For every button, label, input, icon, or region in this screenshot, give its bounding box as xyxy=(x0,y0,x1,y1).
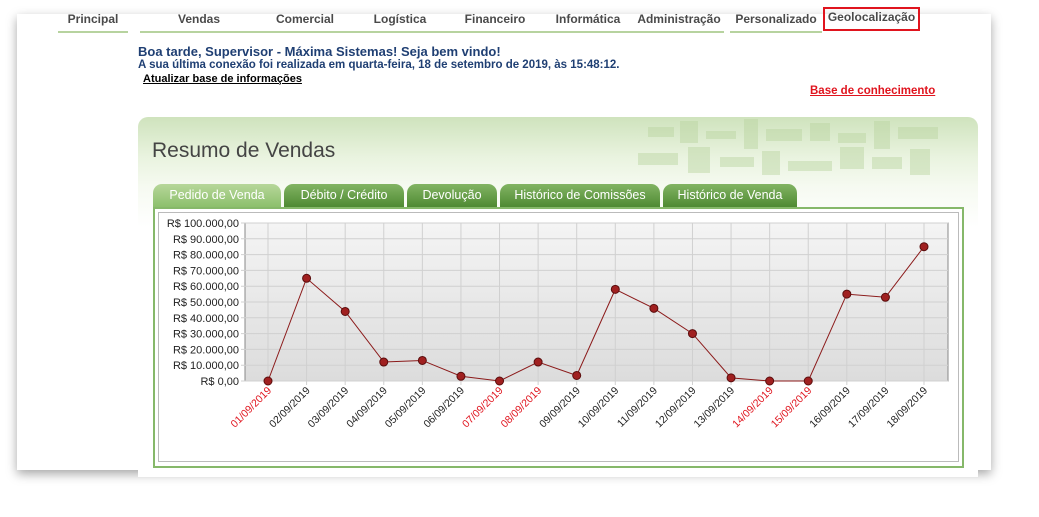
data-point[interactable] xyxy=(533,357,543,367)
data-point[interactable] xyxy=(456,371,466,381)
y-tick-label: R$ 10.000,00 xyxy=(173,360,239,372)
update-info-link[interactable]: Atualizar base de informações xyxy=(143,73,302,85)
nav-item-geolocalizacao[interactable]: Geolocalização xyxy=(823,7,920,31)
data-point[interactable] xyxy=(880,292,890,302)
y-tick-label: R$ 30.000,00 xyxy=(173,329,239,341)
y-tick-label: R$ 0,00 xyxy=(200,376,239,388)
nav-item-administracao[interactable]: Administração xyxy=(634,10,724,33)
panel-title: Resumo de Vendas xyxy=(152,139,336,162)
greeting-text: Boa tarde, Supervisor - Máxima Sistemas!… xyxy=(138,44,501,59)
tab-pedido-de-venda[interactable]: Pedido de Venda xyxy=(153,184,281,207)
tab-devolucao[interactable]: Devolução xyxy=(407,184,497,207)
y-tick-label: R$ 60.000,00 xyxy=(173,281,239,293)
nav-item-logistica[interactable]: Logística xyxy=(351,10,449,33)
tab-historico-comissoes[interactable]: Histórico de Comissões xyxy=(500,184,660,207)
knowledge-base-link[interactable]: Base de conhecimento xyxy=(810,85,936,97)
top-navigation: Principal Vendas Comercial Logística Fin… xyxy=(58,7,928,40)
y-tick-label: R$ 90.000,00 xyxy=(173,234,239,246)
data-point[interactable] xyxy=(803,376,813,386)
nav-item-comercial[interactable]: Comercial xyxy=(252,10,358,33)
nav-item-informatica[interactable]: Informática xyxy=(540,10,636,33)
data-point[interactable] xyxy=(379,357,389,367)
y-tick-label: R$ 100.000,00 xyxy=(167,218,239,230)
data-point[interactable] xyxy=(919,242,929,252)
tab-historico-venda[interactable]: Histórico de Venda xyxy=(663,184,797,207)
data-point[interactable] xyxy=(687,329,697,339)
nav-item-principal[interactable]: Principal xyxy=(58,10,128,33)
data-point[interactable] xyxy=(649,303,659,313)
nav-item-personalizado[interactable]: Personalizado xyxy=(730,10,822,33)
data-point[interactable] xyxy=(572,370,582,380)
last-connection-text: A sua última conexão foi realizada em qu… xyxy=(138,59,620,71)
data-point[interactable] xyxy=(765,376,775,386)
data-point[interactable] xyxy=(263,376,273,386)
y-tick-label: R$ 20.000,00 xyxy=(173,344,239,356)
y-tick-label: R$ 40.000,00 xyxy=(173,313,239,325)
y-tick-label: R$ 70.000,00 xyxy=(173,265,239,277)
data-point[interactable] xyxy=(495,376,505,386)
data-point[interactable] xyxy=(340,306,350,316)
y-tick-label: R$ 50.000,00 xyxy=(173,297,239,309)
data-point[interactable] xyxy=(610,284,620,294)
nav-item-vendas[interactable]: Vendas xyxy=(140,10,258,33)
series-line xyxy=(267,246,925,382)
data-point[interactable] xyxy=(726,373,736,383)
x-tick-label: 10/09/2019 xyxy=(576,385,622,431)
x-tick-label: 18/09/2019 xyxy=(884,385,930,431)
data-point[interactable] xyxy=(302,273,312,283)
y-tick-label: R$ 80.000,00 xyxy=(173,250,239,262)
tab-debito-credito[interactable]: Débito / Crédito xyxy=(284,184,404,207)
nav-item-financeiro[interactable]: Financeiro xyxy=(442,10,548,33)
data-point[interactable] xyxy=(842,289,852,299)
data-point[interactable] xyxy=(417,355,427,365)
panel-pattern-decoration xyxy=(638,119,938,175)
